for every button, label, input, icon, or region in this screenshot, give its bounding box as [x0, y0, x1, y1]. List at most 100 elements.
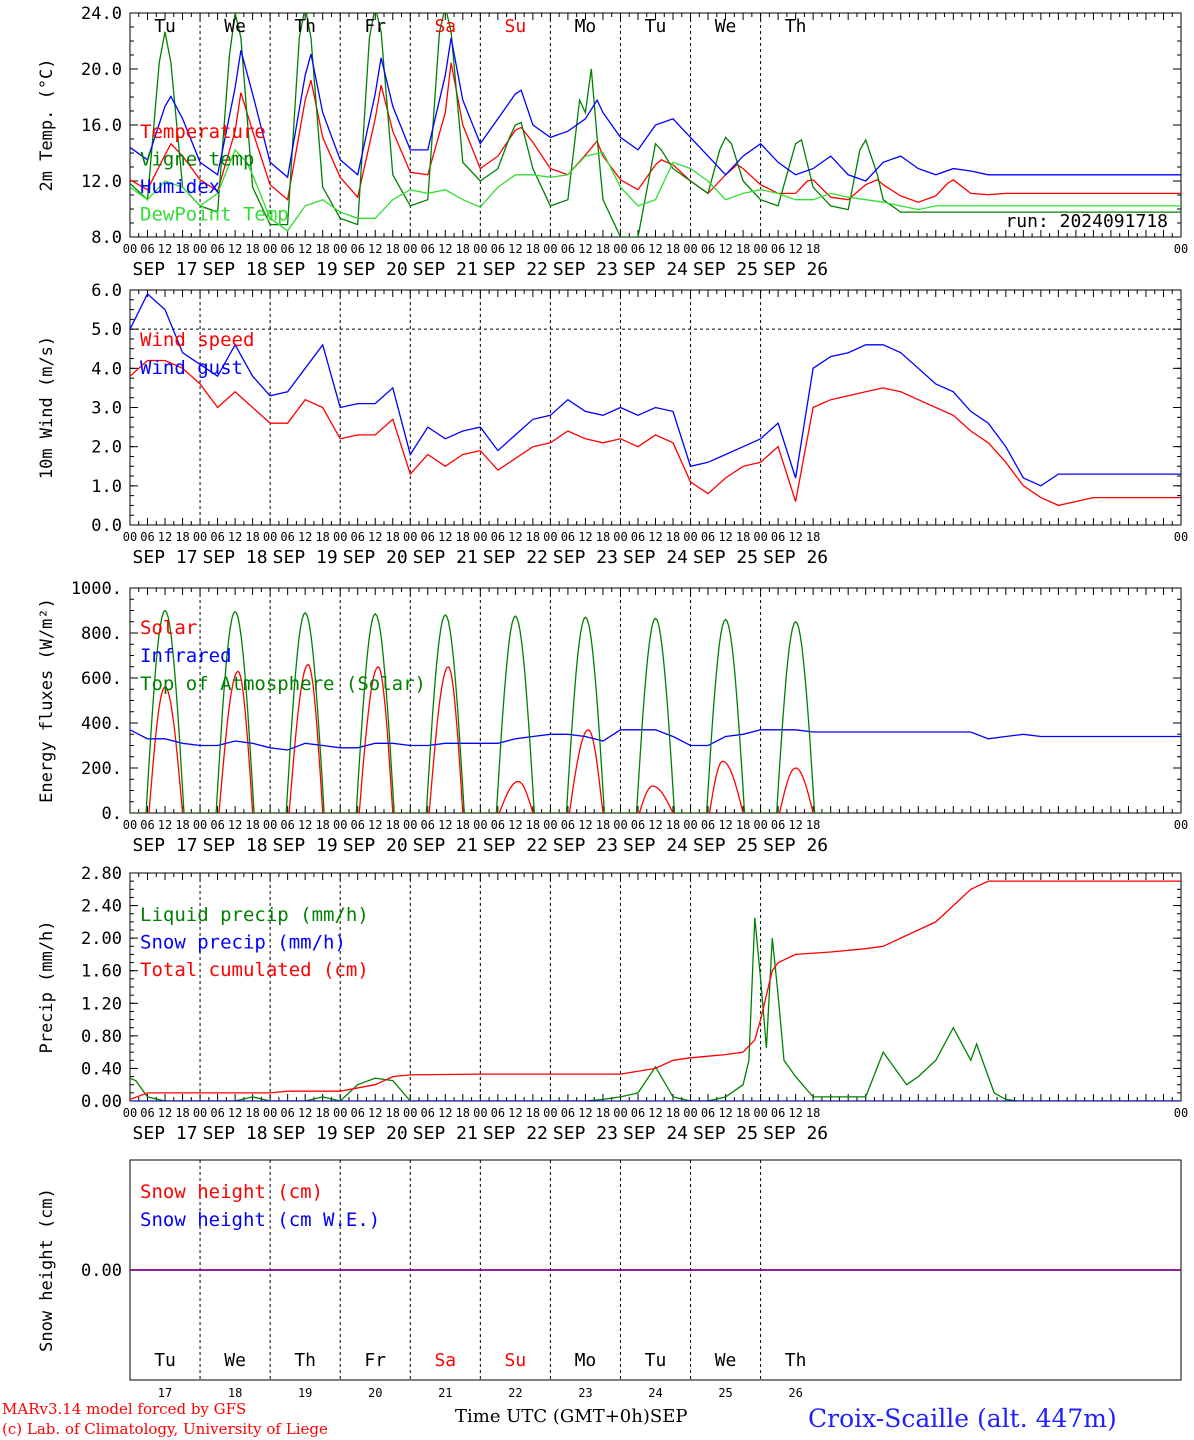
- y-tick-label: 16.0: [81, 116, 122, 136]
- x-hour-label: 12: [368, 818, 382, 832]
- x-hour-label: 12: [648, 530, 662, 544]
- x-day-label: SEP 25: [693, 1123, 758, 1144]
- x-hour-label: 06: [350, 530, 364, 544]
- x-hour-label: 00: [683, 242, 697, 256]
- bottom-day-number: 22: [508, 1386, 522, 1400]
- x-hour-label: 00: [613, 242, 627, 256]
- y-tick-label: 0.0: [91, 516, 122, 536]
- x-hour-label: 18: [666, 530, 680, 544]
- x-hour-label: 06: [210, 530, 224, 544]
- y-tick-label: 0.80: [81, 1027, 122, 1047]
- y-tick-label: 1.20: [81, 994, 122, 1014]
- bottom-day-abbr: We: [715, 1350, 737, 1371]
- x-hour-label: 18: [245, 530, 259, 544]
- x-day-label: SEP 21: [413, 1123, 478, 1144]
- x-day-label: SEP 19: [273, 547, 338, 568]
- x-hour-label: 18: [736, 242, 750, 256]
- x-hour-label: 00: [193, 1106, 207, 1120]
- x-day-label: SEP 23: [553, 547, 618, 568]
- y-tick-label: 5.0: [91, 320, 122, 340]
- top-day-abbr: We: [715, 16, 737, 37]
- x-hour-label: 18: [386, 242, 400, 256]
- x-hour-label: 06: [421, 818, 435, 832]
- x-hour-label: 12: [228, 818, 242, 832]
- y-tick-label: 1.60: [81, 962, 122, 982]
- x-hour-label: 00: [263, 530, 277, 544]
- x-hour-label: 00: [683, 1106, 697, 1120]
- x-hour-label: 12: [438, 818, 452, 832]
- x-hour-label: 12: [158, 530, 172, 544]
- x-hour-label: 12: [648, 1106, 662, 1120]
- bottom-day-number: 18: [228, 1386, 242, 1400]
- x-hour-label: 12: [298, 818, 312, 832]
- y-tick-label: 0.00: [81, 1261, 122, 1281]
- x-hour-label: 18: [596, 530, 610, 544]
- x-hour-label: 06: [140, 242, 154, 256]
- x-hour-label: 06: [561, 818, 575, 832]
- x-hour-label: 18: [175, 1106, 189, 1120]
- x-hour-label: 18: [806, 530, 820, 544]
- x-hour-label: 06: [280, 242, 294, 256]
- y-axis-label: Energy fluxes (W/m²): [37, 598, 57, 803]
- x-hour-label: 00: [753, 1106, 767, 1120]
- x-hour-label: 00: [403, 818, 417, 832]
- x-day-label: SEP 22: [483, 259, 548, 280]
- x-hour-label: 12: [368, 530, 382, 544]
- x-hour-label: 00: [123, 530, 137, 544]
- x-day-label: SEP 17: [133, 547, 198, 568]
- x-hour-label: 18: [526, 818, 540, 832]
- x-hour-label: 18: [175, 242, 189, 256]
- x-hour-label: 18: [245, 1106, 259, 1120]
- series-line-wind-speed: [130, 359, 1181, 507]
- x-hour-label: 06: [140, 818, 154, 832]
- series-line-temperature: [130, 62, 1181, 203]
- y-tick-label: 1000.: [71, 579, 122, 599]
- x-day-label: SEP 17: [133, 835, 198, 856]
- x-hour-label: 00: [263, 1106, 277, 1120]
- series-line-vigne-temp: [130, 13, 1181, 237]
- series-group: [130, 880, 1181, 1101]
- panel-1: 8.012.016.020.024.02m Temp. (°C)00 06 12 18…: [37, 4, 1188, 280]
- x-hour-label: 12: [578, 818, 592, 832]
- top-day-abbr: Su: [505, 16, 527, 37]
- x-day-label: SEP 22: [483, 835, 548, 856]
- bottom-day-abbr: Th: [785, 1350, 807, 1371]
- x-hour-label: 06: [771, 818, 785, 832]
- x-hour-label: 18: [456, 818, 470, 832]
- top-day-abbr: Th: [785, 16, 807, 37]
- y-tick-label: 800.: [81, 624, 122, 644]
- legend-entry: Temperature: [140, 121, 266, 143]
- x-hour-label: 12: [298, 1106, 312, 1120]
- y-tick-label: 1.0: [91, 477, 122, 497]
- x-hour-label: 18: [666, 242, 680, 256]
- x-hour-label: 06: [771, 1106, 785, 1120]
- x-hour-label: 18: [245, 818, 259, 832]
- x-day-label: SEP 26: [763, 1123, 828, 1144]
- x-hour-label: 00: [123, 1106, 137, 1120]
- x-hour-label: 00: [753, 818, 767, 832]
- x-hour-label: 12: [508, 818, 522, 832]
- legend-entry: Snow height (cm W.E.): [140, 1209, 380, 1231]
- x-hour-label: 12: [228, 1106, 242, 1120]
- y-tick-label: 2.80: [81, 864, 122, 884]
- x-hour-label: 06: [421, 530, 435, 544]
- x-hour-label: 06: [421, 242, 435, 256]
- y-tick-label: 6.0: [91, 281, 122, 301]
- y-tick-label: 200.: [81, 759, 122, 779]
- x-hour-label: 12: [228, 530, 242, 544]
- x-hour-label: 06: [421, 1106, 435, 1120]
- x-day-label: SEP 20: [343, 547, 408, 568]
- x-hour-label: 06: [491, 242, 505, 256]
- legend-entry: Snow height (cm): [140, 1181, 323, 1203]
- x-hour-label: 12: [788, 1106, 802, 1120]
- x-hour-label: 00: [753, 530, 767, 544]
- bottom-day-number: 17: [158, 1386, 172, 1400]
- bottom-day-abbr: Tu: [154, 1350, 176, 1371]
- legend-entry: Total cumulated (cm): [140, 959, 369, 981]
- x-day-label: SEP 26: [763, 835, 828, 856]
- x-hour-label: 18: [386, 530, 400, 544]
- x-day-label: SEP 24: [623, 259, 688, 280]
- x-hour-label: 12: [578, 530, 592, 544]
- x-day-label: SEP 18: [203, 547, 268, 568]
- x-hour-label: 00: [473, 818, 487, 832]
